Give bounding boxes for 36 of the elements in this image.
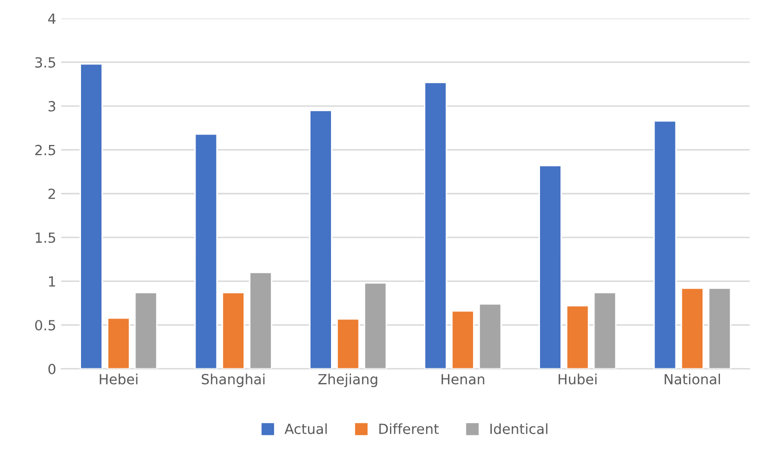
bar	[653, 120, 677, 369]
bar	[451, 310, 474, 369]
x-tick-label: Zhejiang	[318, 374, 378, 388]
bar	[566, 305, 590, 369]
bar	[194, 133, 218, 369]
bar	[106, 317, 130, 369]
y-tick-label: 4	[48, 14, 56, 24]
bar	[249, 272, 272, 369]
y-tick-label: 2	[48, 188, 55, 199]
y-tick-label: 2.5	[35, 144, 56, 156]
bar	[478, 303, 502, 369]
bar	[336, 318, 360, 369]
bar	[708, 288, 732, 369]
bar	[134, 292, 158, 369]
bar	[80, 63, 103, 369]
x-tick-label: Hubei	[558, 374, 597, 384]
x-tick-label: Hebei	[100, 374, 138, 384]
x-tick-label: Shanghai	[202, 374, 264, 388]
bar	[364, 282, 388, 369]
bar	[680, 288, 704, 369]
x-tick-label: National	[664, 374, 720, 384]
y-tick-label: 1.5	[36, 232, 56, 243]
bar	[538, 164, 562, 369]
x-tick-label: Henan	[442, 374, 484, 384]
y-tick-label: 1	[49, 276, 56, 286]
y-tick-label: 3.5	[35, 57, 56, 68]
bar	[309, 110, 332, 369]
legend-label: Actual	[284, 423, 327, 434]
y-tick-label: 3	[48, 101, 56, 112]
bar	[593, 292, 617, 369]
bar	[222, 292, 245, 369]
legend-label: Different	[379, 423, 439, 434]
y-tick-label: 0	[48, 364, 56, 374]
y-tick-label: 0.5	[35, 320, 56, 330]
legend-label: Identical	[490, 423, 548, 434]
bar	[424, 82, 448, 369]
